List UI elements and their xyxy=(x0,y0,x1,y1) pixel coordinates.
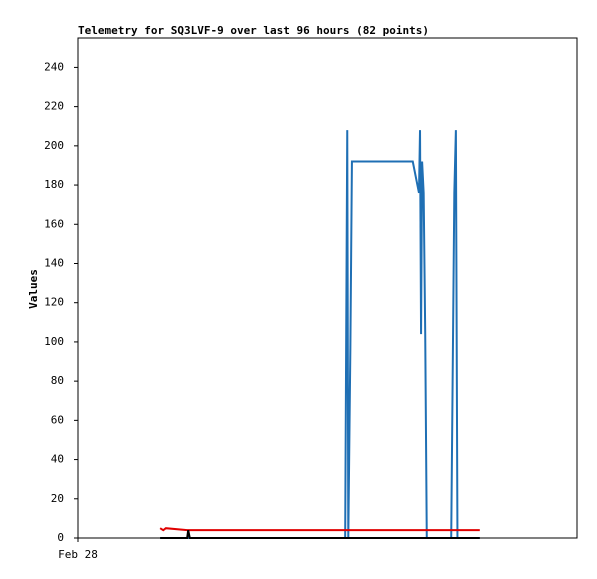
chart-title: Telemetry for SQ3LVF-9 over last 96 hour… xyxy=(78,24,429,37)
x-tick-label: Feb 28 xyxy=(58,548,98,561)
y-tick-label: 60 xyxy=(51,413,64,426)
series-line xyxy=(160,529,480,539)
y-tick-label: 140 xyxy=(44,256,64,269)
y-axis-label: Values xyxy=(27,269,40,309)
y-tick-label: 20 xyxy=(51,492,64,505)
y-tick-label: 220 xyxy=(44,100,64,113)
y-tick-label: 200 xyxy=(44,139,64,152)
y-tick-label: 100 xyxy=(44,335,64,348)
series-line xyxy=(159,527,480,532)
y-tick-label: 160 xyxy=(44,217,64,230)
plot-frame xyxy=(77,37,578,539)
y-tick-label: 240 xyxy=(44,60,64,73)
series-line xyxy=(160,130,480,539)
y-tick-label: 180 xyxy=(44,178,64,191)
y-tick-label: 0 xyxy=(57,531,64,544)
y-tick-label: 40 xyxy=(51,453,64,466)
y-tick-label: 120 xyxy=(44,296,64,309)
y-tick-label: 80 xyxy=(51,374,64,387)
